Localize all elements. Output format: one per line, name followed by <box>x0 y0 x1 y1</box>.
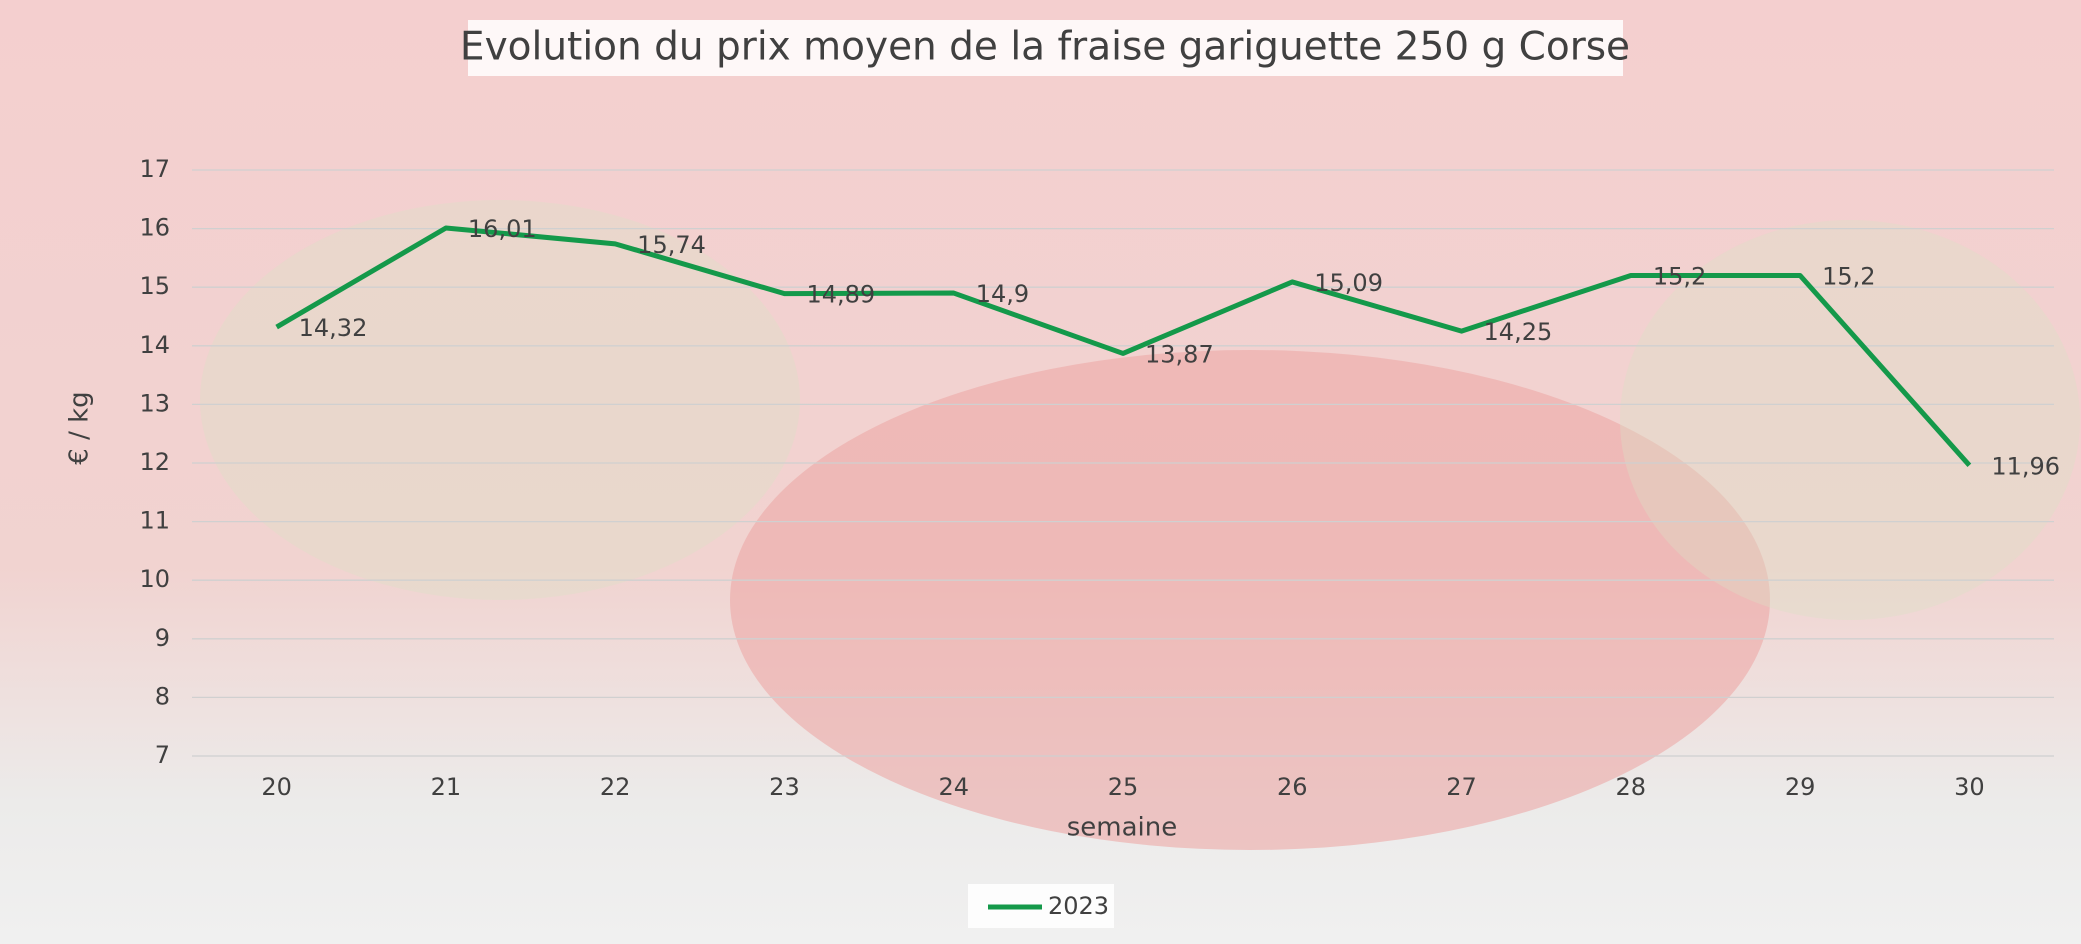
y-tick-label: 7 <box>155 741 170 769</box>
x-tick-label: 28 <box>1616 773 1647 801</box>
x-tick-label: 20 <box>261 773 292 801</box>
data-label: 13,87 <box>1145 340 1214 368</box>
y-tick-label: 12 <box>139 448 170 476</box>
x-tick-label: 21 <box>431 773 462 801</box>
x-axis-label: semaine <box>1067 813 1178 843</box>
x-tick-label: 27 <box>1446 773 1477 801</box>
data-label: 14,25 <box>1484 318 1553 346</box>
data-label: 11,96 <box>1991 452 2060 480</box>
data-label: 15,09 <box>1314 269 1383 297</box>
y-tick-label: 15 <box>139 272 170 300</box>
y-tick-label: 13 <box>139 389 170 417</box>
y-tick-label: 8 <box>155 682 170 710</box>
x-tick-label: 22 <box>600 773 631 801</box>
line-series <box>275 225 1972 468</box>
leaf-decoration <box>200 200 800 600</box>
data-label: 14,9 <box>976 280 1029 308</box>
x-tick-label: 30 <box>1954 773 1985 801</box>
legend-label: 2023 <box>1048 892 1109 920</box>
data-label: 15,2 <box>1653 262 1706 290</box>
y-tick-label: 9 <box>155 624 170 652</box>
data-label: 14,89 <box>806 281 875 309</box>
y-tick-label: 16 <box>139 214 170 242</box>
data-label: 15,74 <box>637 231 706 259</box>
y-tick-label: 17 <box>139 155 170 183</box>
x-tick-label: 24 <box>938 773 969 801</box>
leaf-decoration <box>1620 220 2080 620</box>
strawberry-decoration <box>730 350 1770 850</box>
data-label: 16,01 <box>468 215 537 243</box>
y-tick-label: 11 <box>139 507 170 535</box>
y-tick-label: 14 <box>139 331 170 359</box>
data-label: 14,32 <box>299 314 368 342</box>
x-tick-label: 26 <box>1277 773 1308 801</box>
chart-title: Evolution du prix moyen de la fraise gar… <box>460 25 1630 70</box>
x-tick-label: 29 <box>1785 773 1816 801</box>
x-tick-label: 25 <box>1108 773 1139 801</box>
y-tick-label: 10 <box>139 565 170 593</box>
y-axis-label: € / kg <box>65 391 95 464</box>
title-box <box>468 20 1623 76</box>
x-tick-label: 23 <box>769 773 800 801</box>
data-label: 15,2 <box>1822 262 1875 290</box>
